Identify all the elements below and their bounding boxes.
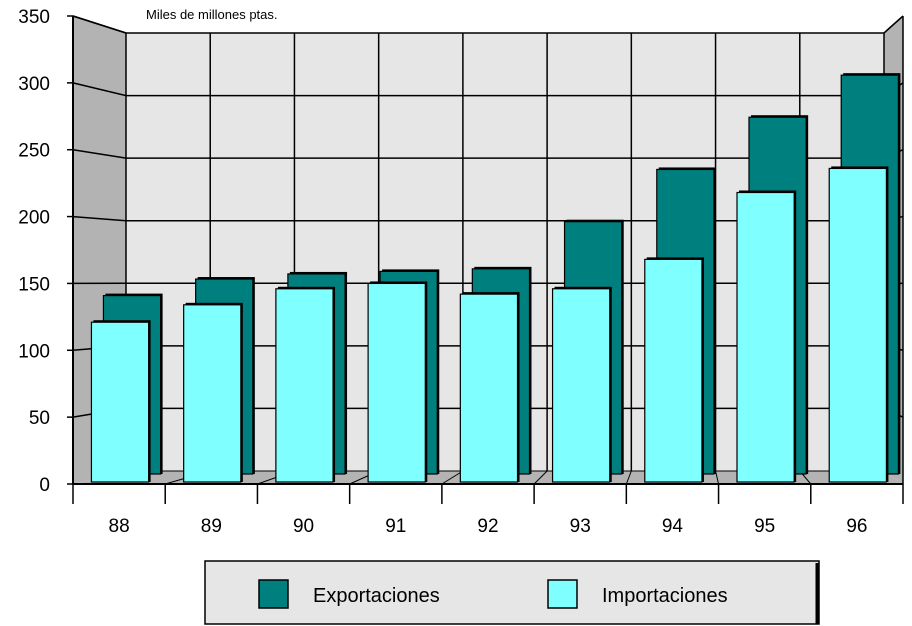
x-tick-label: 94 [662,516,684,537]
right-top-edge [883,15,904,34]
bar-importaciones-96-face [828,167,888,483]
bar-importaciones-94 [644,257,704,483]
y-tick-label: 300 [18,74,50,95]
x-tick-label: 91 [385,516,406,537]
bar-importaciones-95 [736,190,797,483]
bar-importaciones-92 [459,292,520,483]
y-tick-label: 150 [18,274,50,295]
left-top-edge [72,15,127,34]
x-tick-label: 95 [754,516,775,537]
x-tick-label: 90 [293,516,314,537]
y-tick-label: 200 [18,208,50,229]
floor-line [625,470,632,485]
bar-importaciones-88 [90,320,151,483]
x-tick-label: 92 [477,516,498,537]
legend-swatch-exportaciones [258,579,289,609]
bar-importaciones-95-face [736,191,795,483]
bar-importaciones-92-face [459,293,519,483]
legend-label-importaciones: Importaciones [602,585,728,607]
x-tick-label: 93 [570,516,591,537]
x-tick-label: 96 [846,516,867,537]
bar-importaciones-93-face [551,288,611,483]
y-tick-label: 0 [39,475,50,496]
unit-label: Miles de millones ptas. [146,7,278,22]
chart-axes [67,15,904,504]
y-tick-label: 250 [18,141,50,162]
y-tick-labels: 0 50 100 150 200 250 300 350 [18,7,50,496]
bar-importaciones-93 [551,286,612,483]
x-tick-label: 88 [109,516,130,537]
legend-label-exportaciones: Exportaciones [313,585,440,607]
x-tick-label: 89 [201,516,222,537]
bar-importaciones-91 [367,281,428,483]
import-bars [90,166,889,483]
x-tick-labels: 88 89 90 91 92 93 94 95 96 [109,516,868,537]
bar-importaciones-90-face [275,288,334,483]
bar-importaciones-90 [275,286,336,483]
legend-swatch-importaciones [547,579,578,609]
bar-importaciones-94-face [644,258,703,483]
y-tick-label: 100 [18,341,50,362]
bar-importaciones-88-face [90,321,150,483]
bar-importaciones-89 [183,302,243,483]
floor-line [715,470,720,485]
floor-line [533,470,548,485]
legend-frame [204,560,820,625]
bar-importaciones-89-face [183,304,242,483]
bar-importaciones-91-face [367,282,426,483]
legend: Exportaciones Importaciones [204,560,820,625]
floor-line [441,470,464,485]
bar-importaciones-96 [828,166,889,483]
y-tick-label: 350 [18,7,50,28]
y-tick-label: 50 [29,408,50,429]
